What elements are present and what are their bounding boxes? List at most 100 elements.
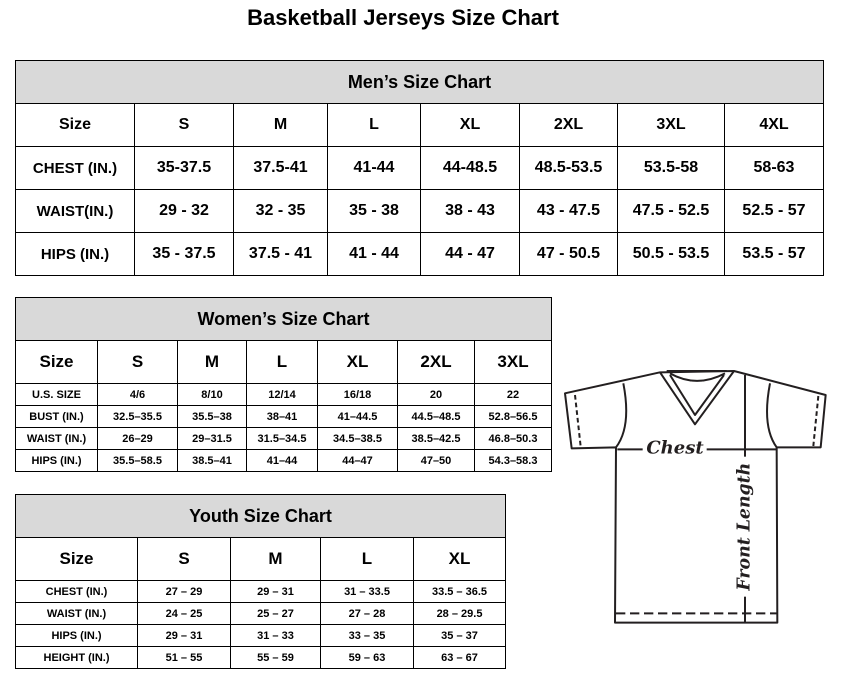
size-column-header: 3XL — [473, 340, 553, 384]
table-row: HEIGHT (IN.) 51 – 55 55 – 59 59 – 63 63 – 67 — [15, 646, 507, 669]
table-cell: 33 – 35 — [320, 624, 414, 647]
table-cell: 50.5 - 53.5 — [617, 232, 725, 276]
table-cell: 54.3–58.3 — [473, 449, 553, 472]
table-cell: 46.8–50.3 — [473, 427, 553, 450]
table-cell: 35.5–58.5 — [97, 449, 178, 472]
chest-label: Chest — [646, 437, 704, 458]
size-header-row: Size S M L XL 2XL 3XL 4XL — [15, 103, 824, 147]
table-cell: 37.5-41 — [233, 146, 328, 190]
size-column-header: 3XL — [617, 103, 725, 147]
table-cell: 35.5–38 — [177, 405, 247, 428]
table-cell: 33.5 – 36.5 — [412, 580, 507, 603]
table-cell: 44 - 47 — [420, 232, 520, 276]
size-column-header: L — [327, 103, 421, 147]
row-label: CHEST (IN.) — [15, 146, 135, 190]
table-cell: 32.5–35.5 — [97, 405, 178, 428]
size-column-header: 2XL — [397, 340, 475, 384]
row-label: U.S. SIZE — [15, 383, 98, 406]
table-cell: 48.5-53.5 — [519, 146, 618, 190]
mens-size-table: Men’s Size Chart Size S M L XL 2XL 3XL 4XL CHEST … — [15, 60, 824, 276]
table-cell: 63 – 67 — [412, 646, 507, 669]
table-cell: 29 – 31 — [137, 624, 231, 647]
table-row: WAIST(IN.) 29 - 32 32 - 35 35 - 38 38 - 43 43… — [15, 189, 824, 233]
table-cell: 52.8–56.5 — [473, 405, 553, 428]
row-label: WAIST (IN.) — [15, 427, 98, 450]
table-row: CHEST (IN.) 27 – 29 29 – 31 31 – 33.5 33.5 –… — [15, 580, 507, 603]
table-cell: 31 – 33.5 — [320, 580, 414, 603]
table-row: WAIST (IN.) 26–29 29–31.5 31.5–34.5 34.5–38.… — [15, 427, 553, 450]
table-cell: 47–50 — [397, 449, 475, 472]
table-cell: 31.5–34.5 — [246, 427, 318, 450]
table-row: BUST (IN.) 32.5–35.5 35.5–38 38–41 41–44.5 44… — [15, 405, 553, 428]
size-column-header: XL — [317, 340, 398, 384]
table-cell: 8/10 — [177, 383, 247, 406]
table-cell: 35-37.5 — [134, 146, 234, 190]
size-column-header: L — [320, 537, 414, 581]
table-cell: 32 - 35 — [233, 189, 328, 233]
table-cell: 38.5–41 — [177, 449, 247, 472]
table-cell: 47 - 50.5 — [519, 232, 618, 276]
size-label: Size — [15, 103, 135, 147]
size-column-header: M — [177, 340, 247, 384]
table-cell: 27 – 28 — [320, 602, 414, 625]
size-column-header: M — [230, 537, 321, 581]
table-cell: 44-48.5 — [420, 146, 520, 190]
table-cell: 41 - 44 — [327, 232, 421, 276]
table-title-row: Women’s Size Chart — [14, 297, 553, 341]
table-cell: 44–47 — [317, 449, 398, 472]
size-column-header: XL — [412, 537, 507, 581]
table-cell: 28 – 29.5 — [412, 602, 507, 625]
table-cell: 31 – 33 — [230, 624, 321, 647]
table-cell: 38 - 43 — [420, 189, 520, 233]
table-cell: 29 – 31 — [230, 580, 321, 603]
table-cell: 55 – 59 — [230, 646, 321, 669]
youth-size-table: Youth Size Chart Size S M L XL CHEST (IN.) 27 –… — [14, 494, 507, 669]
size-column-header: 4XL — [724, 103, 824, 147]
table-cell: 35 - 38 — [327, 189, 421, 233]
table-row: HIPS (IN.) 35 - 37.5 37.5 - 41 41 - 44 44 - … — [15, 232, 824, 276]
size-column-header: S — [137, 537, 231, 581]
size-column-header: S — [97, 340, 178, 384]
table-cell: 24 – 25 — [137, 602, 231, 625]
page-title: Basketball Jerseys Size Chart — [247, 5, 559, 30]
front-length-label: Front Length — [734, 463, 754, 592]
sleeve-hems — [574, 394, 820, 447]
table-title: Women’s Size Chart — [14, 297, 553, 341]
table-cell: 26–29 — [97, 427, 178, 450]
table-cell: 29–31.5 — [177, 427, 247, 450]
table-row: HIPS (IN.) 29 – 31 31 – 33 33 – 35 35 – 37 — [15, 624, 507, 647]
size-label: Size — [15, 340, 98, 384]
size-label: Size — [15, 537, 138, 581]
row-label: WAIST(IN.) — [15, 189, 135, 233]
row-label: WAIST (IN.) — [15, 602, 138, 625]
table-cell: 25 – 27 — [230, 602, 321, 625]
table-cell: 38.5–42.5 — [397, 427, 475, 450]
table-cell: 22 — [473, 383, 553, 406]
jersey-diagram: Chest Front Length — [564, 370, 827, 624]
row-label: HIPS (IN.) — [15, 232, 135, 276]
size-column-header: 2XL — [519, 103, 618, 147]
table-cell: 34.5–38.5 — [317, 427, 398, 450]
size-header-row: Size S M L XL — [15, 537, 507, 581]
armholes — [615, 383, 778, 448]
table-row: U.S. SIZE 4/6 8/10 12/14 16/18 20 22 — [15, 383, 553, 406]
table-cell: 51 – 55 — [137, 646, 231, 669]
collar — [659, 370, 735, 426]
table-cell: 35 – 37 — [412, 624, 507, 647]
table-row: CHEST (IN.) 35-37.5 37.5-41 41-44 44-48.5 48.… — [15, 146, 824, 190]
table-cell: 35 - 37.5 — [134, 232, 234, 276]
table-row: WAIST (IN.) 24 – 25 25 – 27 27 – 28 28 – 29.… — [15, 602, 507, 625]
shirt-outline — [564, 370, 827, 624]
table-cell: 43 - 47.5 — [519, 189, 618, 233]
table-cell: 20 — [397, 383, 475, 406]
table-cell: 52.5 - 57 — [724, 189, 824, 233]
table-cell: 16/18 — [317, 383, 398, 406]
table-cell: 38–41 — [246, 405, 318, 428]
row-label: HEIGHT (IN.) — [15, 646, 138, 669]
table-cell: 27 – 29 — [137, 580, 231, 603]
table-cell: 58-63 — [724, 146, 824, 190]
table-cell: 12/14 — [246, 383, 318, 406]
table-title-row: Youth Size Chart — [14, 494, 507, 538]
table-cell: 47.5 - 52.5 — [617, 189, 725, 233]
size-header-row: Size S M L XL 2XL 3XL — [15, 340, 553, 384]
